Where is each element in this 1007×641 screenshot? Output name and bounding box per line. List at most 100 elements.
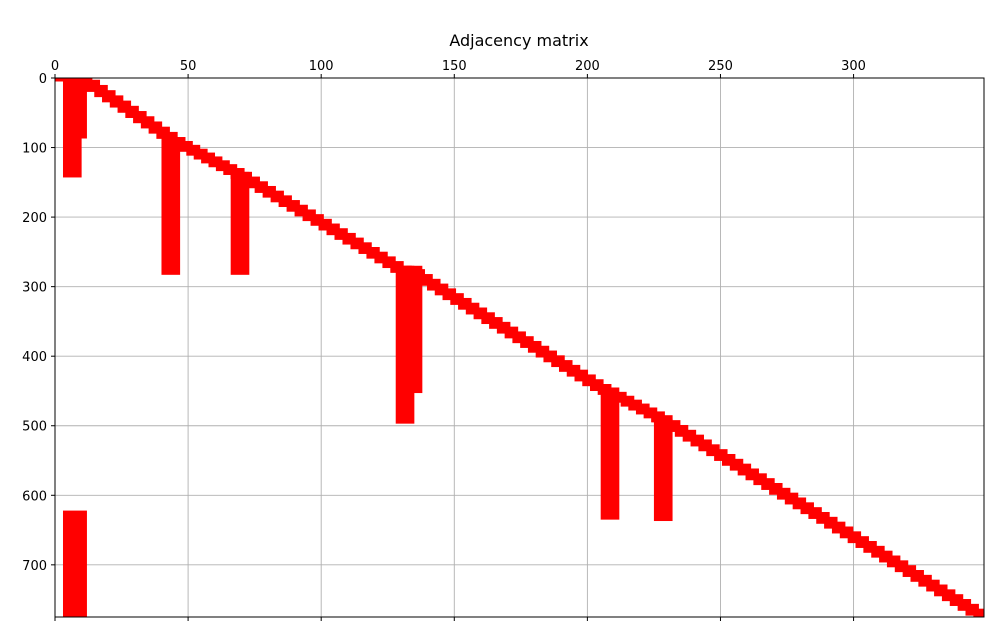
y-tick-label: 400 [22,350,47,365]
diagonal-block [350,242,372,250]
diagonal-block [238,176,260,184]
diagonal-block [109,100,132,108]
diagonal-block [520,340,542,348]
diagonal-block [171,140,193,148]
diagonal-block [358,247,380,254]
diagonal-block [458,302,480,310]
diagonal-block [957,603,979,611]
diagonal-block [215,164,238,172]
plot-frame [54,77,985,618]
adjacency-bar [600,387,620,520]
x-tick-label: 250 [708,59,733,74]
diagonal-block [666,424,689,432]
diagonal-block [839,531,862,539]
diagonal-block [543,355,565,363]
diagonal-block [886,560,909,568]
diagonal-block [737,468,759,476]
x-tick-label: 100 [309,59,334,74]
diagonal-block [910,574,932,582]
y-tick-label: 200 [22,211,47,226]
matrix-marks [55,78,984,617]
diagonal-block [620,399,642,407]
x-tick-label: 300 [841,59,866,74]
diagonal-block [831,526,854,534]
diagonal-block [382,261,404,269]
diagonal-block [605,391,627,399]
diagonal-block [246,181,268,189]
diagonal-block [753,478,775,486]
diagonal-block [403,269,426,277]
diagonal-block [156,131,178,139]
diagonal-block [769,487,791,495]
diagonal-block [318,223,340,231]
diagonal-block [223,168,245,175]
diagonal-block [125,111,147,118]
diagonal-block [186,148,208,156]
diagonal-block [574,374,596,382]
diagonal-block [366,251,388,259]
diagonal-block [745,473,767,481]
diagonal-block [894,565,917,573]
diagonal-block [965,608,984,616]
diagonal-block [434,288,457,296]
diagonal-block [294,209,316,217]
diagonal-block [230,171,252,179]
adjacency-bar [230,171,250,275]
diagonal-block [262,190,284,198]
diagonal-block [934,589,956,597]
diagonal-block [690,439,712,447]
diagonal-block [558,364,581,372]
y-tick-label: 600 [22,489,47,504]
diagonal-block [102,95,124,103]
diagonal-block [902,570,924,577]
x-tick-label: 200 [575,59,600,74]
diagonal-block [698,444,720,452]
adjacency-bar [406,265,423,394]
diagonal-block [973,613,984,617]
diagonal-block [133,116,155,124]
diagonal-block [706,449,728,457]
diagonal-block [374,256,396,264]
diagonal-block [808,511,830,519]
diagonal-block [792,502,814,510]
diagonal-block [310,218,332,226]
diagonal-block [419,278,441,286]
chart-title: Adjacency matrix [449,31,588,50]
diagonal-block [597,387,619,395]
diagonal-block [729,463,752,471]
diagonal-block [193,152,216,160]
diagonal-block [489,321,511,329]
diagonal-block [140,121,163,129]
diagonal-block [78,79,101,87]
diagonal-block [784,497,807,505]
diagonal-block [800,507,822,515]
diagonal-block [871,550,893,558]
diagonal-block [117,105,139,113]
diagonal-block [148,126,170,134]
diagonal-block [86,84,108,92]
adjacency-bar [653,418,673,522]
y-tick-label: 700 [22,559,47,574]
diagonal-block [659,420,681,428]
x-tick-label: 150 [442,59,467,74]
diagonal-block [164,137,186,145]
diagonal-block [776,492,799,500]
diagonal-block [674,429,697,437]
diagonal-block [473,312,495,320]
diagonal-block [628,403,650,411]
x-tick-label: 50 [180,59,197,74]
diagonal-block [208,160,230,168]
diagonal-block [178,144,201,152]
y-tick-label: 100 [22,142,47,157]
diagonal-block [270,195,292,203]
diagonal-block [450,297,472,305]
diagonal-block [566,369,589,377]
y-tick-label: 300 [22,281,47,296]
diagonal-block [286,204,308,212]
diagonal-block [465,307,488,315]
diagonal-block [326,228,348,236]
diagonal-block [863,545,885,553]
diagonal-block [278,200,300,208]
diagonal-block [761,482,783,490]
y-tick-label: 500 [22,420,47,435]
